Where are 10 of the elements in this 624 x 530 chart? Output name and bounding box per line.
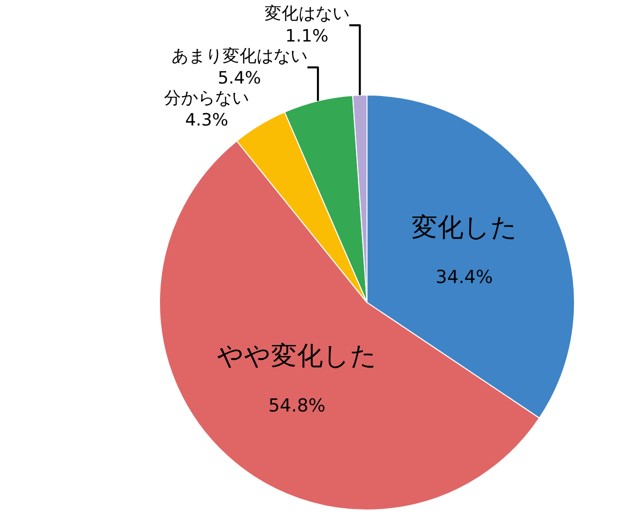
slice-label: あまり変化はない — [171, 46, 308, 66]
data-label: 54.8% — [268, 395, 326, 416]
slice-label: 分からない — [164, 88, 250, 108]
data-label: 1.1% — [285, 26, 328, 46]
data-label: 34.4% — [436, 267, 493, 288]
slice-label: やや変化した — [216, 342, 377, 372]
data-label: 4.3% — [185, 110, 228, 131]
slice-label: 変化した — [411, 213, 518, 244]
data-label: 5.4% — [218, 68, 262, 88]
slice-label: 変化はない — [264, 4, 350, 24]
